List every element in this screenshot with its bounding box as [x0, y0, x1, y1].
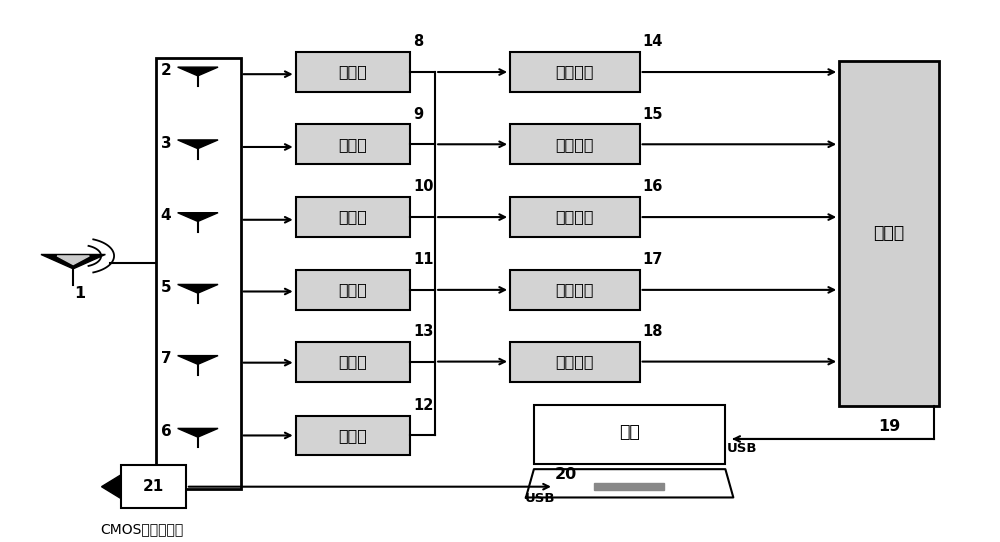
Text: 19: 19 — [878, 419, 900, 434]
Text: 接收机: 接收机 — [338, 428, 367, 443]
Text: 接收机: 接收机 — [338, 137, 367, 152]
Bar — [296, 197, 410, 237]
Text: 接收机: 接收机 — [338, 354, 367, 369]
Text: USB: USB — [525, 492, 555, 505]
Bar — [156, 58, 241, 489]
Text: 20: 20 — [555, 467, 577, 482]
Polygon shape — [178, 212, 218, 222]
Text: 4: 4 — [161, 209, 171, 223]
Text: 相位检测: 相位检测 — [556, 64, 594, 80]
Text: USB: USB — [727, 442, 758, 455]
Bar — [296, 270, 410, 310]
Text: 相位检测: 相位检测 — [556, 282, 594, 298]
Bar — [510, 124, 640, 164]
Text: 3: 3 — [161, 136, 171, 151]
Bar — [296, 124, 410, 164]
Polygon shape — [178, 285, 218, 293]
Text: 13: 13 — [413, 324, 434, 339]
Text: 5: 5 — [161, 280, 171, 295]
Bar — [510, 270, 640, 310]
Text: 相位检测: 相位检测 — [556, 354, 594, 369]
Bar — [510, 197, 640, 237]
Text: 15: 15 — [643, 107, 663, 121]
Bar — [534, 405, 725, 463]
Text: 17: 17 — [643, 252, 663, 267]
Bar — [839, 61, 939, 406]
Text: 18: 18 — [643, 324, 663, 339]
Polygon shape — [102, 475, 121, 499]
Text: 电脑: 电脑 — [619, 423, 640, 441]
Text: 8: 8 — [413, 34, 423, 49]
Bar — [510, 341, 640, 382]
Polygon shape — [178, 67, 218, 76]
Polygon shape — [57, 256, 89, 264]
Bar — [296, 52, 410, 92]
Text: 单片机: 单片机 — [873, 224, 904, 242]
Text: 相位检测: 相位检测 — [556, 137, 594, 152]
Polygon shape — [178, 140, 218, 149]
Text: 7: 7 — [161, 351, 171, 366]
Polygon shape — [594, 483, 664, 491]
Polygon shape — [526, 469, 733, 498]
Bar — [296, 416, 410, 455]
Text: 接收机: 接收机 — [338, 64, 367, 80]
Text: 16: 16 — [643, 179, 663, 195]
Text: CMOS图像传感器: CMOS图像传感器 — [101, 522, 184, 535]
Text: 1: 1 — [75, 286, 86, 301]
Polygon shape — [41, 255, 105, 269]
Text: 相位检测: 相位检测 — [556, 210, 594, 224]
Polygon shape — [178, 356, 218, 364]
Text: 12: 12 — [413, 398, 434, 413]
Text: 接收机: 接收机 — [338, 282, 367, 298]
Bar — [296, 341, 410, 382]
Text: 接收机: 接收机 — [338, 210, 367, 224]
Polygon shape — [178, 428, 218, 437]
Text: 10: 10 — [413, 179, 434, 195]
Text: 11: 11 — [413, 252, 434, 267]
Bar — [121, 465, 186, 508]
Text: 2: 2 — [161, 63, 171, 78]
Text: 6: 6 — [161, 424, 171, 439]
Text: 14: 14 — [643, 34, 663, 49]
Text: 9: 9 — [413, 107, 423, 121]
Bar — [510, 52, 640, 92]
Text: 21: 21 — [143, 479, 164, 494]
